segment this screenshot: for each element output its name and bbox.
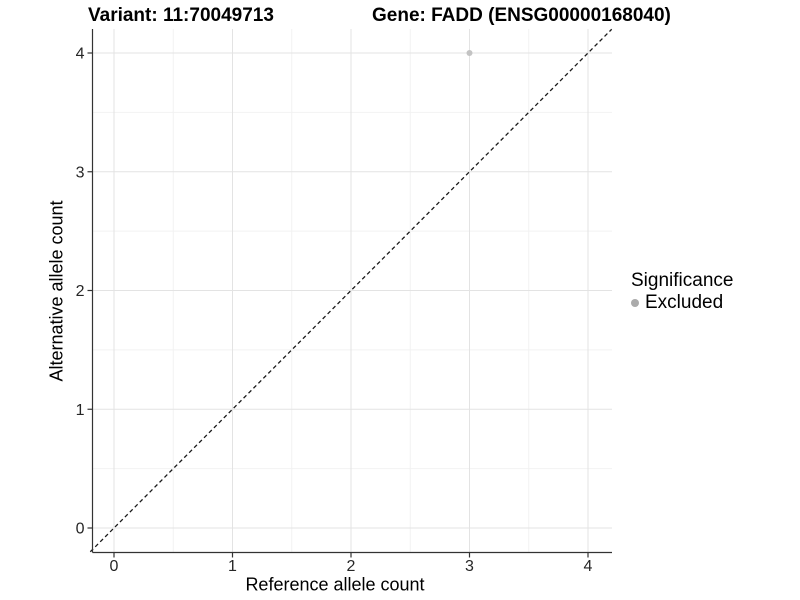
y-tick-label: 3 (76, 164, 85, 181)
legend-point-icon (631, 298, 639, 307)
y-tick-label: 0 (76, 521, 85, 538)
x-tick-label: 1 (228, 558, 237, 575)
y-axis-label: Alternative allele count (46, 200, 67, 382)
x-tick-label: 3 (465, 558, 474, 575)
legend-item-label: Excluded (645, 291, 724, 313)
plot-title-variant: Variant: 11:70049713 (88, 5, 274, 26)
legend-title: Significance (631, 270, 734, 291)
legend: Significance Excluded (631, 270, 733, 313)
plot-title-gene: Gene: FADD (ENSG00000168040) (372, 5, 671, 26)
x-tick-label: 2 (347, 558, 356, 575)
legend-item-excluded: Excluded (631, 292, 733, 313)
x-axis-label: Reference allele count (245, 574, 425, 595)
x-tick-label: 4 (584, 558, 593, 575)
y-tick-label: 1 (76, 402, 85, 419)
x-tick-label: 0 (110, 558, 119, 575)
y-tick-label: 2 (76, 283, 85, 300)
data-point (466, 50, 473, 56)
y-tick-label: 4 (76, 46, 85, 63)
